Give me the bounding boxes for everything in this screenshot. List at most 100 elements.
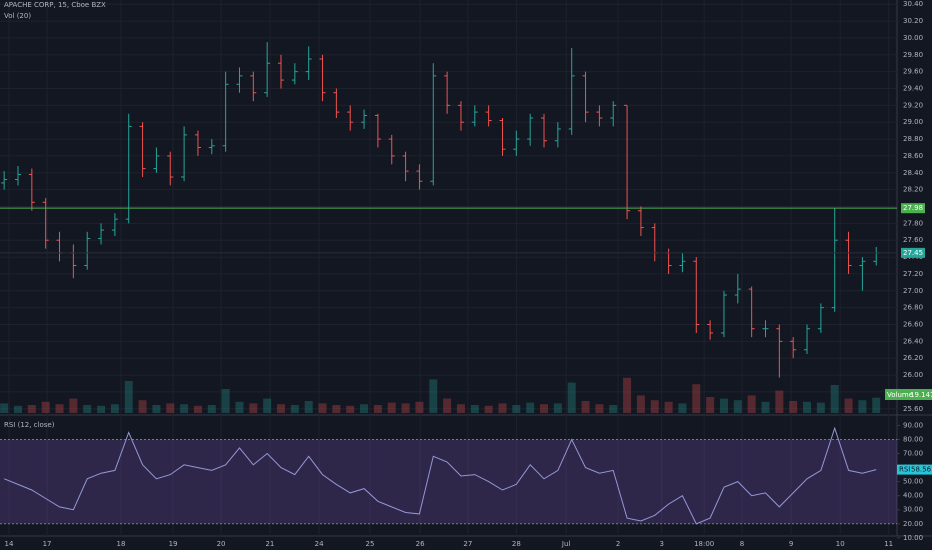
last-price-tag [901, 247, 925, 258]
y-tick-label: 27.60 [903, 236, 923, 244]
volume-bar [623, 377, 632, 413]
y-tick-label: 29.20 [903, 101, 923, 109]
volume-tag [885, 389, 932, 400]
y-tick-label: 27.20 [903, 270, 923, 278]
volume-bar [401, 403, 410, 413]
chart-title: APACHE CORP, 15, Cboe BZX [4, 1, 106, 9]
x-tick-label: Jul [561, 540, 571, 548]
y-tick-label: 27.00 [903, 287, 923, 295]
volume-bar [373, 405, 382, 413]
y-tick-label: 26.40 [903, 337, 923, 345]
volume-bar [650, 400, 659, 413]
volume-bar [789, 401, 798, 413]
x-tick-label: 25 [366, 540, 375, 548]
volume-bar [69, 398, 78, 413]
volume-bar [138, 400, 147, 413]
x-tick-label: 28 [512, 540, 521, 548]
volume-bar [678, 403, 687, 413]
volume-bar [55, 404, 64, 413]
volume-bar [512, 405, 521, 413]
y-tick-label: 10.00 [903, 534, 923, 542]
volume-bar [180, 404, 189, 413]
volume-bar [706, 397, 715, 413]
rsi-band [0, 439, 897, 524]
volume-bar [581, 401, 590, 413]
x-tick-label: 26 [416, 540, 425, 548]
y-tick-label: 29.60 [903, 68, 923, 76]
volume-bar [844, 398, 853, 413]
volume-bar [110, 404, 119, 413]
volume-bar [41, 401, 50, 413]
volume-bar [872, 397, 881, 413]
y-tick-label: 30.00 [903, 34, 923, 42]
volume-bar [221, 389, 230, 413]
x-tick-label: 2 [616, 540, 620, 548]
rsi-label: 58.56 [911, 466, 932, 474]
x-tick-label: 27 [463, 540, 472, 548]
x-tick-label: 17 [43, 540, 52, 548]
y-tick-label: 25.60 [903, 405, 923, 413]
y-tick-label: 26.00 [903, 371, 923, 379]
volume-bar [830, 385, 839, 413]
volume-bar [692, 384, 701, 413]
volume-name: Volume [887, 391, 913, 399]
y-tick-label: 28.60 [903, 152, 923, 160]
y-tick-label: 28.20 [903, 186, 923, 194]
rsi-title: RSI (12, close) [4, 421, 55, 429]
volume-bar [332, 405, 341, 413]
volume-bar [0, 403, 9, 413]
y-tick-label: 50.00 [903, 478, 923, 486]
x-tick-label: 11 [884, 540, 893, 548]
volume-bar [816, 402, 825, 413]
y-tick-label: 29.00 [903, 118, 923, 126]
last-price-label: 27.45 [903, 249, 923, 257]
x-tick-label: 20 [217, 540, 226, 548]
rsi-line [4, 426, 877, 525]
volume-bar [235, 401, 244, 413]
volume-bar [803, 401, 812, 413]
volume-bar [13, 405, 22, 413]
y-tick-label: 28.80 [903, 135, 923, 143]
volume-bar [595, 404, 604, 413]
volume-bar [567, 382, 576, 413]
volume-bar [443, 398, 452, 413]
volume-bar [456, 404, 465, 413]
y-tick-label: 29.40 [903, 85, 923, 93]
volume-bar [498, 403, 507, 413]
y-tick-label: 26.60 [903, 321, 923, 329]
y-tick-label: 29.80 [903, 51, 923, 59]
x-tick-label: 14 [5, 540, 14, 548]
x-tick-label: 10 [836, 540, 845, 548]
x-tick-label: 24 [315, 540, 324, 548]
volume-bar [747, 395, 756, 413]
volume-label: 19.147K [910, 391, 932, 399]
volume-bar [193, 405, 202, 413]
volume-bar [415, 401, 424, 413]
volume-bar [318, 403, 327, 413]
y-tick-label: 26.20 [903, 354, 923, 362]
x-tick-label: 18 [117, 540, 126, 548]
x-tick-label: 18:00 [694, 540, 714, 548]
volume-bar [346, 405, 355, 413]
volume-bar [540, 404, 549, 413]
y-tick-label: 80.00 [903, 435, 923, 443]
volume-bar [733, 400, 742, 413]
volume-bar [553, 403, 562, 413]
volume-bar [304, 401, 313, 413]
volume-bar [636, 395, 645, 413]
y-tick-label: 20.00 [903, 520, 923, 528]
volume-bar [429, 379, 438, 413]
x-tick-label: 19 [169, 540, 178, 548]
rsi-name: RSI [899, 466, 910, 474]
volume-bar [249, 403, 258, 413]
volume-bar [290, 405, 299, 413]
rsi-tag [897, 464, 932, 475]
y-tick-label: 70.00 [903, 450, 923, 458]
x-tick-label: 3 [659, 540, 663, 548]
volume-bar [387, 402, 396, 413]
y-tick-label: 30.20 [903, 17, 923, 25]
volume-bar [124, 381, 133, 413]
